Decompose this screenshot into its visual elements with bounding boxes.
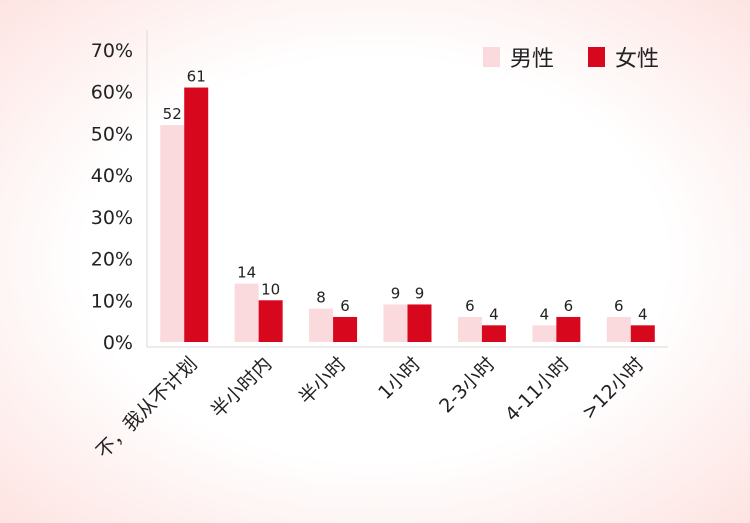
data-label: 6 <box>340 297 350 315</box>
bar-male <box>457 316 482 342</box>
y-tick-label: 60% <box>91 82 133 104</box>
bar-male <box>160 125 185 342</box>
data-label: 6 <box>564 297 574 315</box>
y-tick-label: 70% <box>91 40 133 62</box>
y-axis-ticks: 0% 10% 20% 30% 40% 50% 60% 70% <box>91 40 133 354</box>
bar-male <box>383 304 408 342</box>
data-label: 9 <box>415 284 425 302</box>
data-label: 4 <box>638 305 648 323</box>
x-tick-label: 1小时 <box>374 353 425 404</box>
data-label: 52 <box>163 105 182 123</box>
legend-swatch <box>483 47 500 67</box>
bar-male <box>532 325 557 342</box>
bar-female <box>630 325 655 342</box>
bar-male <box>309 308 334 342</box>
data-label: 10 <box>261 280 280 298</box>
bar-female <box>333 316 358 342</box>
bar-male <box>606 316 631 342</box>
x-tick-label: >12小时 <box>578 353 649 424</box>
data-label: 9 <box>391 284 401 302</box>
x-tick-label: 半小时 <box>295 353 351 409</box>
y-tick-label: 0% <box>103 332 133 354</box>
y-tick-label: 10% <box>91 290 133 312</box>
data-label: 8 <box>316 289 326 307</box>
data-label: 14 <box>237 264 256 282</box>
bar-female <box>556 316 581 342</box>
bar-female <box>407 304 432 342</box>
legend-label: 男性 <box>510 47 554 72</box>
bar-male <box>234 283 259 342</box>
data-label: 4 <box>489 305 499 323</box>
data-label: 4 <box>540 305 550 323</box>
x-axis-ticks: 不，我从不计划 半小时内 半小时 1小时 2-3小时 4-11小时 >12小时 <box>92 353 648 463</box>
legend-swatch <box>588 47 605 67</box>
bar-female <box>184 87 209 343</box>
legend-label: 女性 <box>615 47 659 72</box>
data-label: 6 <box>614 297 624 315</box>
data-label: 6 <box>465 297 475 315</box>
bars-group <box>160 87 655 343</box>
y-tick-label: 30% <box>91 207 133 229</box>
y-tick-label: 20% <box>91 249 133 271</box>
legend: 男性 女性 <box>483 47 659 72</box>
y-tick-label: 40% <box>91 165 133 187</box>
x-tick-label: 不，我从不计划 <box>92 353 202 463</box>
x-tick-label: 2-3小时 <box>435 353 499 417</box>
data-label: 61 <box>187 68 206 86</box>
x-tick-label: 4-11小时 <box>501 353 574 426</box>
y-tick-label: 50% <box>91 123 133 145</box>
bar-female <box>258 300 283 342</box>
bar-female <box>481 325 506 342</box>
x-tick-label: 半小时内 <box>207 353 276 422</box>
